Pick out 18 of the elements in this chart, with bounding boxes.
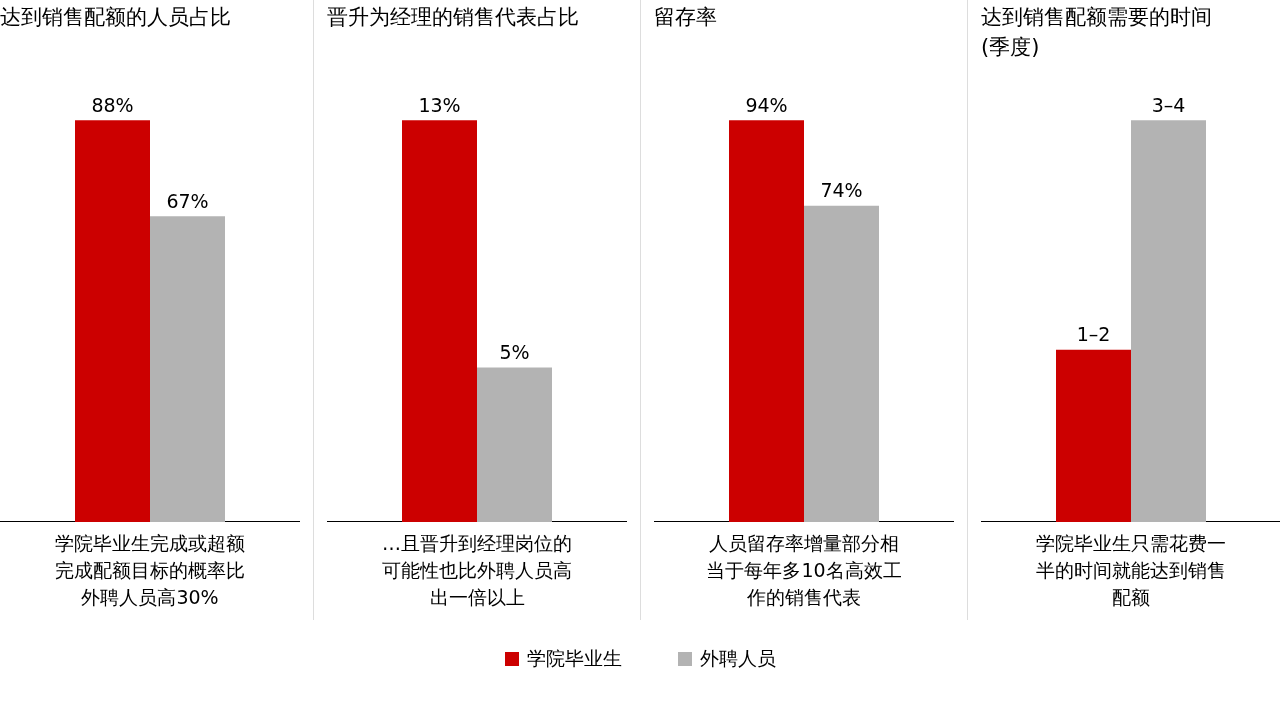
text: 人员留存率增量部分相当于每年多10名高效工作的销售代表 xyxy=(705,531,903,610)
chart-title: 达到销售配额需要的时间(季度) xyxy=(981,4,1213,61)
legend-label: 学院毕业生 xyxy=(525,646,622,671)
data-label: 13% xyxy=(418,93,461,116)
text: 学院毕业生只需花费一半的时间就能达到销售配额 xyxy=(1035,531,1227,610)
data-label: 74% xyxy=(820,179,863,202)
data-label: 3–4 xyxy=(1151,93,1186,116)
legend-label: 外聘人员 xyxy=(698,646,776,671)
data-label: 1–2 xyxy=(1076,323,1111,346)
chart-title: 留存率 xyxy=(654,4,718,31)
data-label: 5% xyxy=(499,340,530,363)
text: …且晋升到经理岗位的可能性也比外聘人员高出一倍以上 xyxy=(381,531,573,610)
data-label: 88% xyxy=(91,93,134,116)
data-label: 94% xyxy=(745,93,788,116)
chart-title: 晋升为经理的销售代表占比 xyxy=(327,4,580,31)
chart-title: 达到销售配额的人员占比 xyxy=(0,4,232,31)
data-label: 67% xyxy=(166,189,209,212)
text: 学院毕业生完成或超额完成配额目标的概率比外聘人员高30% xyxy=(54,531,246,610)
